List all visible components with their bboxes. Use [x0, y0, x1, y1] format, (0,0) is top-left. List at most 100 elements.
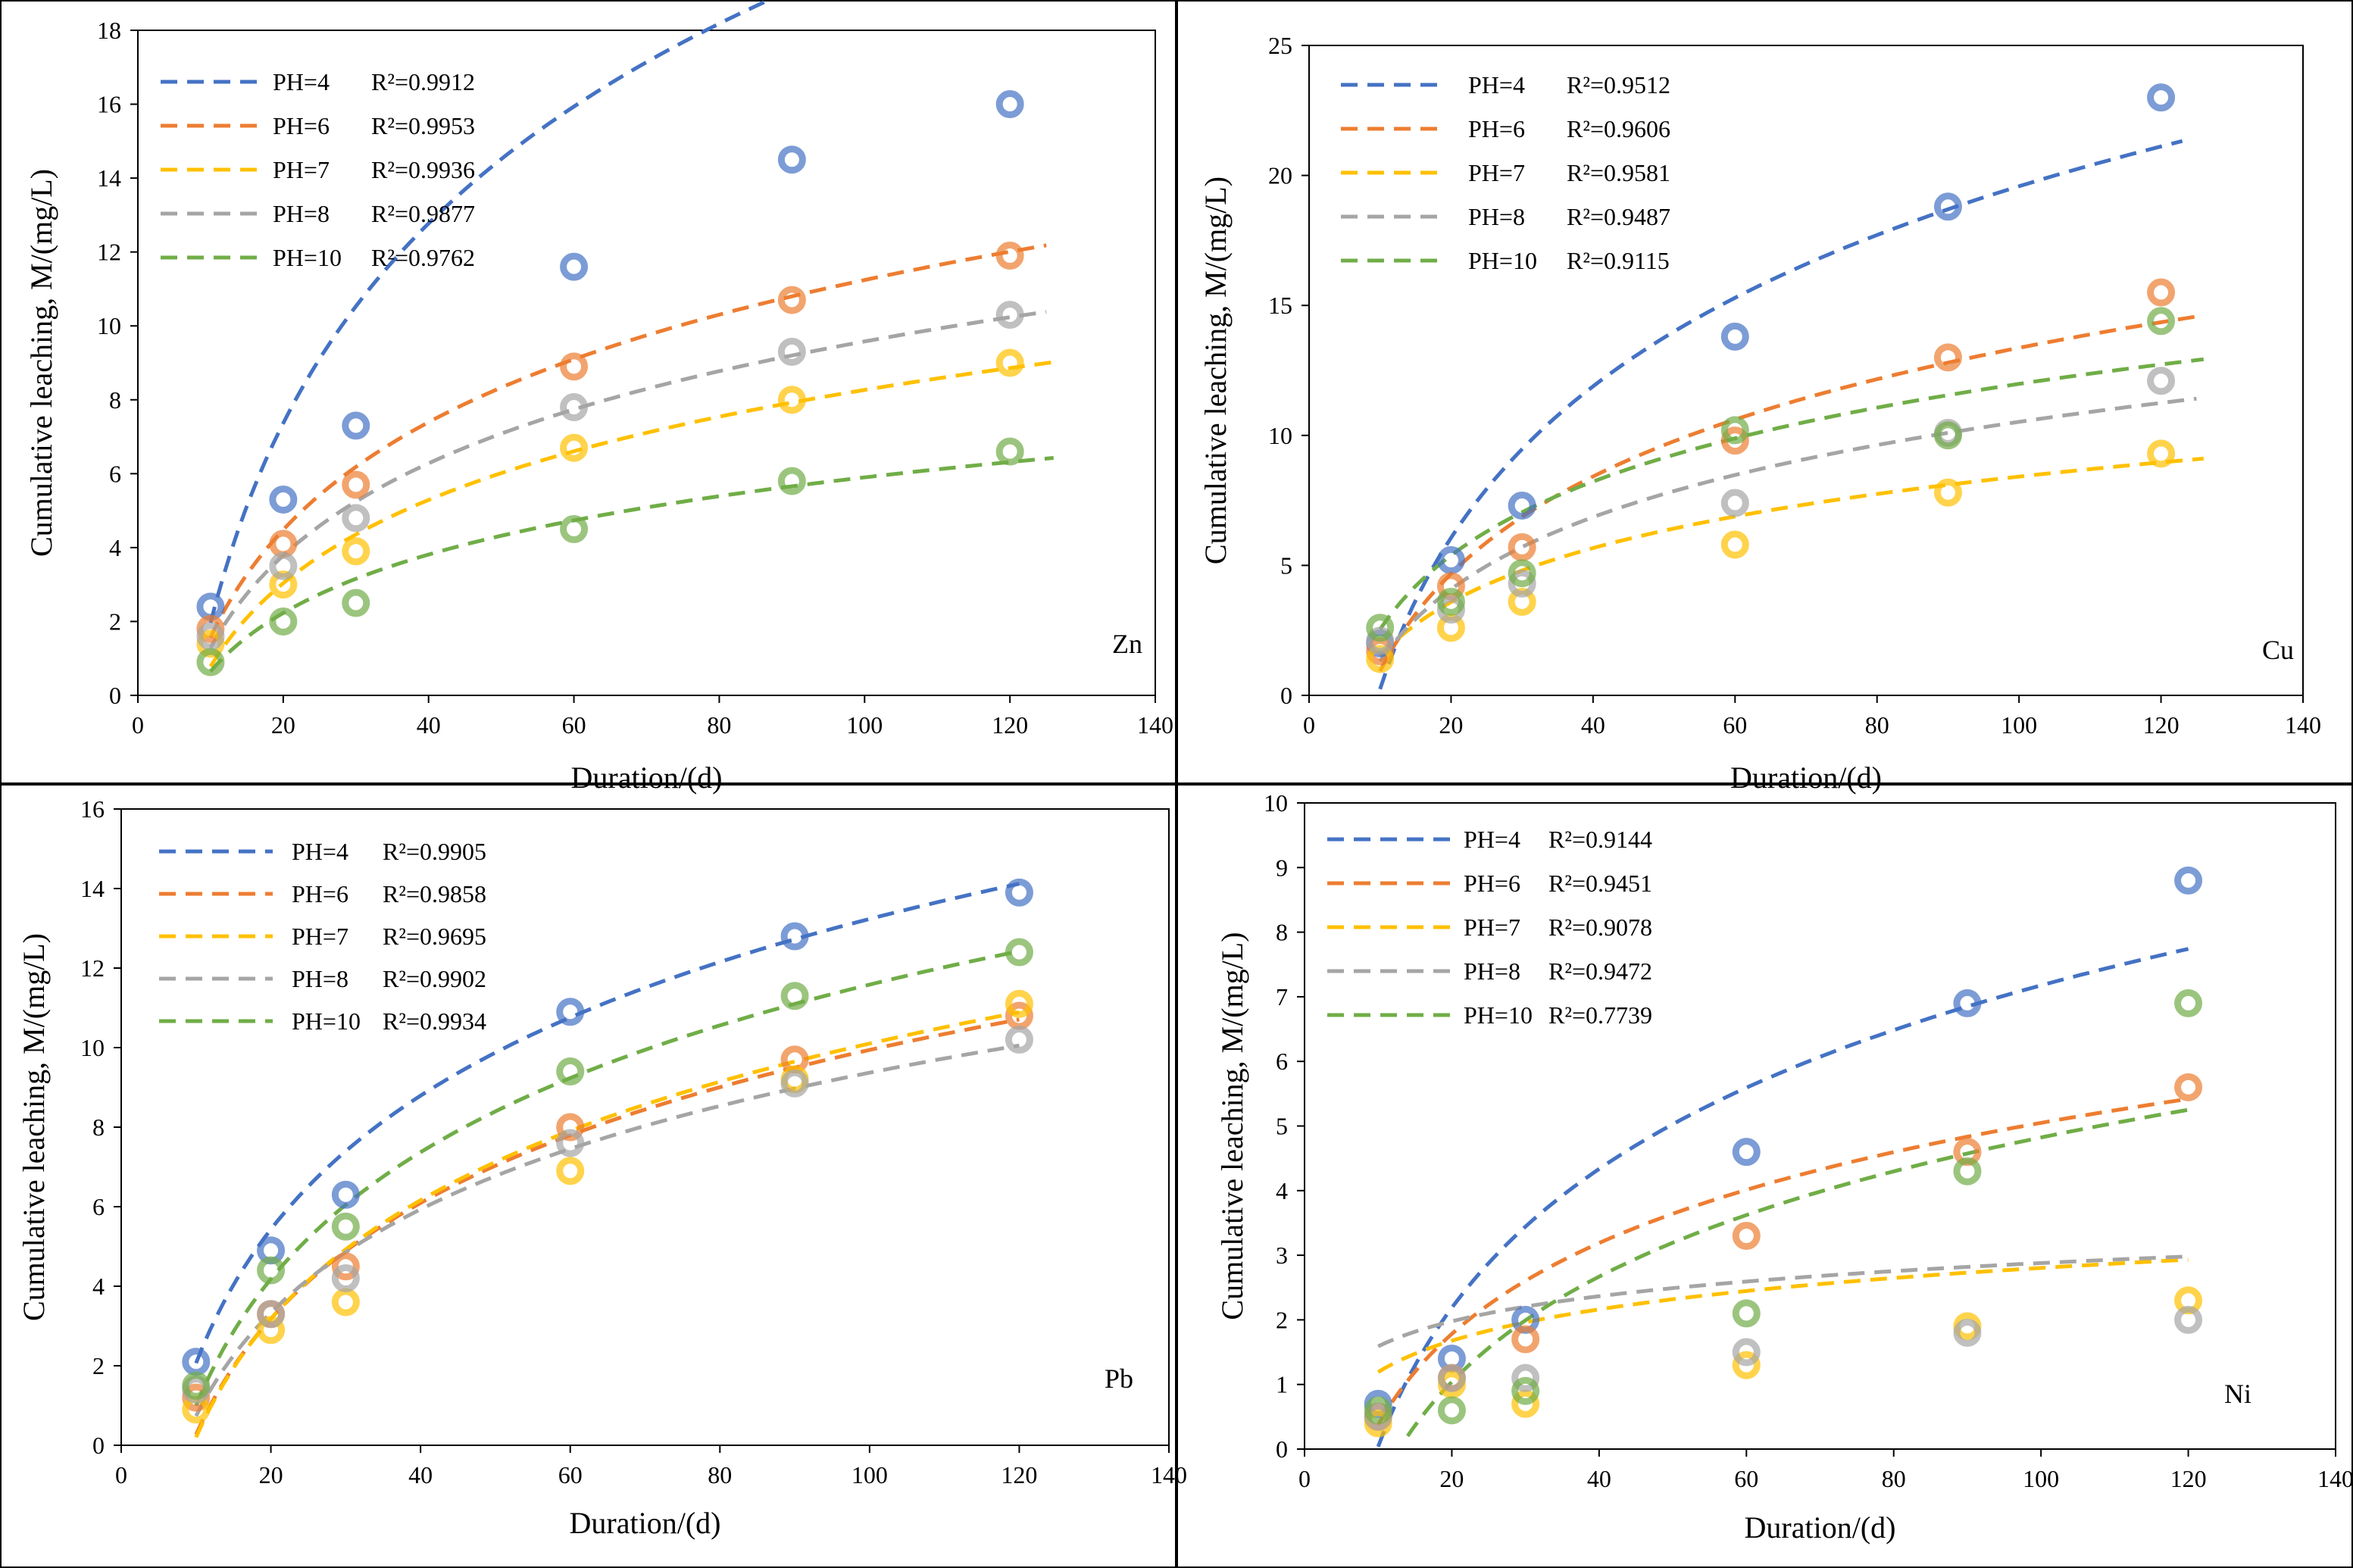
- x-tick-label: 40: [1581, 711, 1605, 739]
- data-point-ph10: [257, 1256, 286, 1285]
- panel-frame: [0, 0, 1176, 784]
- data-point-ph7: [556, 1157, 585, 1185]
- data-point-ph8: [1005, 1026, 1033, 1054]
- x-tick-label: 20: [271, 711, 295, 739]
- y-tick-label: 14: [80, 875, 105, 902]
- chart-pb: 0 20 40 60 80 100 120 140 0 2 4 6 8 10 12 14 16 Duration/…: [0, 784, 1187, 1568]
- data-point-ph7: [1005, 989, 1033, 1018]
- data-point-ph8: [2174, 1305, 2203, 1334]
- y-tick-label: 15: [1268, 292, 1292, 319]
- y-tick-label: 6: [1276, 1048, 1288, 1075]
- legend-r2: R²=0.9078: [1548, 914, 1652, 941]
- x-tick-label: 120: [2143, 711, 2180, 739]
- x-tick-label: 60: [1723, 711, 1747, 739]
- fit-line-ph8: [194, 1043, 1020, 1417]
- legend-label: PH=8: [273, 200, 330, 227]
- legend-r2: R²=0.9953: [371, 112, 475, 139]
- data-point-ph8: [777, 337, 806, 366]
- panel-frame: [0, 784, 1176, 1568]
- data-point-ph10: [780, 982, 809, 1010]
- data-point-ph8: [1720, 489, 1749, 517]
- data-point-ph10: [560, 515, 589, 543]
- legend-label: PH=10: [292, 1007, 361, 1035]
- legend-r2: R²=0.9934: [383, 1007, 486, 1035]
- x-tick-label: 0: [115, 1461, 127, 1488]
- data-point-ph10: [2147, 307, 2176, 336]
- legend-label: PH=10: [273, 244, 342, 271]
- data-point-ph7: [2147, 439, 2176, 468]
- fit-line-ph6: [1376, 1097, 2189, 1426]
- metal-label: Ni: [2224, 1379, 2251, 1409]
- data-point-ph10: [1933, 421, 1962, 450]
- panel-frame: [1176, 0, 2353, 784]
- x-tick-label: 80: [708, 1461, 732, 1488]
- data-point-ph4: [196, 592, 225, 621]
- y-tick-label: 0: [1280, 682, 1292, 709]
- legend-label: PH=7: [273, 156, 330, 183]
- legend-label: PH=4: [273, 68, 330, 95]
- y-tick-label: 5: [1276, 1113, 1288, 1140]
- legend-r2: R²=0.9858: [383, 880, 486, 907]
- data-point-ph7: [342, 537, 370, 566]
- data-point-ph8: [995, 301, 1024, 330]
- y-axis-title: Cumulative leaching, M/(mg/L): [1198, 176, 1233, 564]
- panel-frame: [1176, 784, 2353, 1568]
- legend-label: PH=8: [1468, 203, 1525, 230]
- legend-label: PH=4: [1464, 826, 1520, 853]
- fit-line-ph4: [208, 0, 774, 624]
- fit-line-ph6: [1378, 314, 2197, 673]
- x-tick-label: 80: [1882, 1465, 1906, 1492]
- data-point-ph4: [2174, 866, 2203, 895]
- fit-line-ph10: [209, 456, 1054, 673]
- data-point-ph10: [1005, 938, 1033, 967]
- fit-line-ph7: [208, 360, 1055, 668]
- y-axis-title: Cumulative leaching, M/(mg/L): [17, 933, 51, 1321]
- data-point-ph10: [1508, 559, 1536, 588]
- legend-r2: R²=0.9472: [1548, 957, 1652, 985]
- fit-line-ph7: [194, 1010, 1020, 1438]
- legend-r2: R²=0.9695: [383, 923, 486, 950]
- x-tick-label: 100: [2023, 1465, 2059, 1492]
- legend-label: PH=8: [292, 965, 348, 992]
- y-tick-label: 8: [109, 386, 121, 414]
- data-point-ph10: [1437, 1396, 1466, 1425]
- legend-label: PH=4: [292, 838, 348, 865]
- data-point-ph8: [556, 1129, 585, 1157]
- legend-label: PH=6: [273, 112, 330, 139]
- legend-label: PH=4: [1468, 71, 1525, 98]
- x-tick-label: 140: [2317, 1465, 2353, 1492]
- legend-r2: R²=0.9581: [1567, 159, 1670, 186]
- data-point-ph6: [1508, 533, 1536, 561]
- fit-line-ph7: [1376, 1257, 2189, 1374]
- x-tick-label: 0: [132, 711, 144, 739]
- data-point-ph6: [1732, 1222, 1761, 1251]
- data-point-ph10: [1436, 587, 1465, 616]
- data-point-ph10: [182, 1371, 211, 1400]
- legend-label: PH=7: [1464, 914, 1520, 941]
- y-axis-title: Cumulative leaching, M/(mg/L): [24, 169, 58, 557]
- data-point-ph10: [331, 1212, 360, 1241]
- data-point-ph8: [196, 622, 225, 651]
- y-tick-label: 6: [92, 1193, 105, 1220]
- data-point-ph10: [196, 648, 225, 676]
- data-point-ph10: [1364, 1396, 1392, 1425]
- x-tick-label: 60: [558, 1461, 583, 1488]
- fit-line-ph4: [194, 882, 1020, 1364]
- legend-label: PH=8: [1464, 957, 1520, 985]
- y-tick-label: 25: [1268, 32, 1292, 59]
- y-tick-label: 0: [92, 1432, 105, 1459]
- y-tick-label: 14: [97, 164, 121, 192]
- data-point-ph6: [995, 242, 1024, 270]
- chart-zn: 0 20 40 60 80 100 120 140 0 2 4 6 8 10 12 14 16 18 Duratio…: [0, 0, 1176, 795]
- legend-r2: R²=0.9877: [371, 200, 475, 227]
- y-tick-label: 10: [1268, 422, 1292, 449]
- data-point-ph7: [560, 433, 589, 462]
- x-tick-label: 100: [852, 1461, 888, 1488]
- legend-label: PH=6: [1464, 870, 1520, 897]
- data-point-ph4: [2147, 83, 2176, 112]
- data-point-ph6: [1933, 343, 1962, 372]
- data-point-ph8: [560, 393, 589, 422]
- fit-line-ph4: [1376, 947, 2189, 1448]
- y-tick-label: 20: [1268, 162, 1292, 189]
- x-axis-title: Duration/(d): [571, 761, 723, 795]
